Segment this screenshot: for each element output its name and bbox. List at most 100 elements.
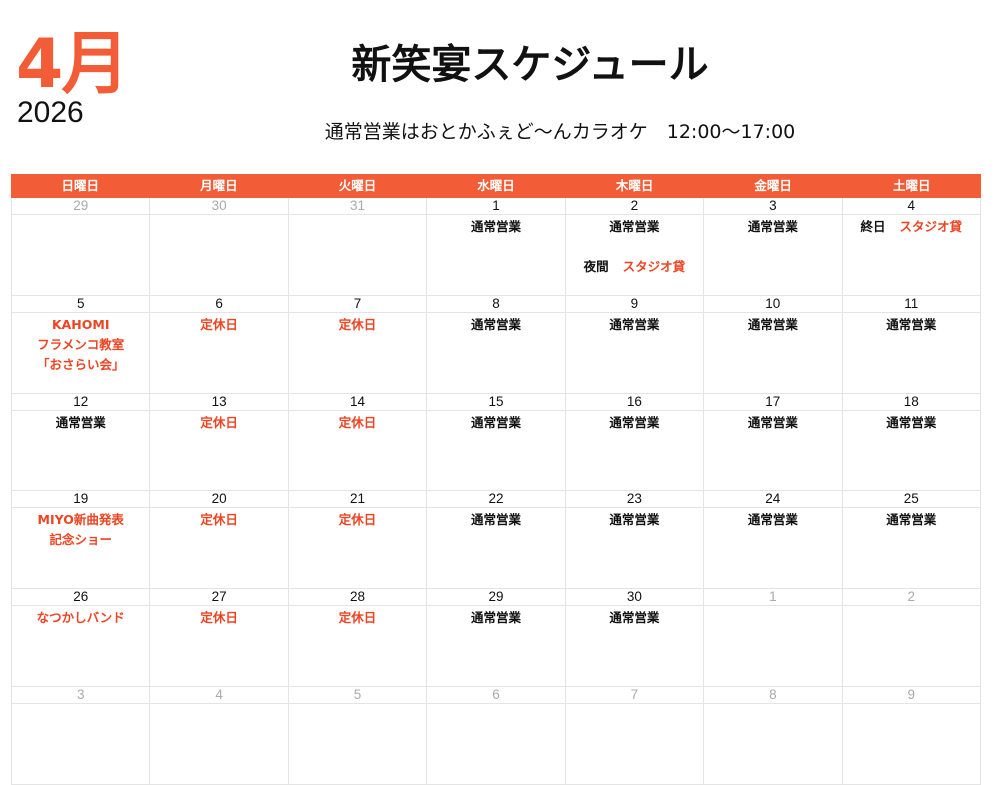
day-number: 28 — [288, 589, 427, 607]
day-events — [150, 704, 287, 706]
calendar-day-cell: 8 — [703, 686, 842, 785]
day-events: 定休日 — [289, 411, 426, 433]
day-number: 12 — [12, 394, 150, 411]
day-events: 定休日 — [289, 508, 426, 530]
day-number: 29 — [12, 198, 150, 215]
business-hours-note: 通常営業はおとかふぇど〜んカラオケ 12:00〜17:00 — [324, 121, 796, 143]
day-number: 25 — [842, 491, 980, 509]
calendar-day-cell: 24 通常営業 — [703, 491, 842, 590]
calendar-day-cell: 5 — [287, 686, 427, 785]
event-entry: フラメンコ教室 — [37, 336, 125, 352]
day-number: 21 — [288, 491, 427, 509]
day-events: 通常営業 — [566, 508, 703, 530]
day-events: 定休日 — [150, 606, 287, 628]
calendar-day-cell: 6 定休日 — [149, 295, 288, 394]
day-number: 23 — [565, 491, 704, 509]
calendar-day-cell: 2 — [841, 589, 981, 687]
calendar-day-cell: 1 — [703, 589, 842, 687]
calendar-week-row: 26 なつかしバンド 27 定休日 28 定休日 29 通常営業 30 通常営業 1 2 — [11, 589, 981, 687]
calendar-day-cell: 10 通常営業 — [703, 295, 842, 394]
calendar-day-cell: 12 通常営業 — [11, 393, 150, 492]
day-number: 31 — [288, 198, 427, 215]
event-entry: 通常営業 — [470, 414, 521, 430]
event-entry: 通常営業 — [609, 610, 660, 626]
day-events: 通常営業 夜間 スタジオ貸 — [566, 215, 703, 277]
calendar-day-cell: 6 — [426, 686, 565, 785]
calendar-day-cell: 5 KAHOMI フラメンコ教室 「おさらい会」 — [11, 295, 150, 394]
day-events: 通常営業 — [843, 508, 980, 530]
day-number: 8 — [427, 296, 565, 313]
calendar-day-cell: 30 — [149, 198, 288, 296]
day-events: 通常営業 — [427, 215, 564, 237]
day-events: MIYO新曲発表 記念ショー — [12, 508, 149, 550]
calendar-week-row: 5 KAHOMI フラメンコ教室 「おさらい会」 6 定休日 7 定休日 8 通常営業 9 通常営業 1… — [11, 295, 981, 394]
calendar-day-cell: 22 通常営業 — [426, 491, 565, 590]
calendar-day-cell: 31 — [287, 198, 427, 296]
day-number: 11 — [842, 296, 980, 313]
day-number: 30 — [150, 198, 288, 215]
calendar-day-cell: 28 定休日 — [287, 589, 427, 687]
month-label: 4月 — [16, 25, 129, 104]
day-number: 8 — [704, 687, 842, 704]
day-number: 9 — [842, 687, 980, 704]
event-text: スタジオ貸 — [622, 259, 686, 274]
day-number: 5 — [12, 296, 150, 313]
weekday-friday: 金曜日 — [754, 178, 792, 193]
event-entry: 終日 スタジオ貸 — [843, 217, 980, 237]
calendar-day-cell: 11 通常営業 — [841, 295, 981, 394]
event-entry: 通常営業 — [55, 414, 106, 430]
calendar-week-row: 12 通常営業 13 定休日 14 定休日 15 通常営業 16 通常営業 17 通常営業 18 通常営業 — [11, 393, 981, 492]
calendar-day-cell: 21 定休日 — [287, 491, 427, 590]
event-entry: MIYO新曲発表 — [37, 512, 124, 528]
day-number: 1 — [704, 589, 842, 607]
event-entry: 通常営業 — [470, 610, 521, 626]
day-events — [289, 704, 426, 706]
event-entry: 定休日 — [338, 316, 377, 332]
weekday-wednesday: 水曜日 — [477, 178, 515, 193]
day-events: 通常営業 — [427, 508, 564, 530]
calendar-day-cell: 18 通常営業 — [841, 393, 981, 492]
event-entry: 通常営業 — [747, 414, 798, 430]
day-number: 3 — [12, 687, 150, 704]
calendar-day-cell: 26 なつかしバンド — [11, 589, 150, 687]
day-events — [427, 704, 564, 706]
calendar-day-cell: 9 — [841, 686, 981, 785]
event-time-label: 終日 — [860, 219, 886, 234]
event-text: スタジオ貸 — [899, 219, 962, 234]
weekday-header: 日曜日 月曜日 火曜日 水曜日 木曜日 金曜日 土曜日 — [11, 174, 981, 198]
event-entry: 通常営業 — [609, 414, 660, 430]
calendar-day-cell: 3 通常営業 — [703, 198, 842, 296]
calendar-day-cell: 14 定休日 — [287, 393, 427, 492]
day-events — [843, 704, 980, 706]
page-title: 新笑宴スケジュール — [351, 42, 709, 88]
calendar-day-cell: 30 通常営業 — [564, 589, 704, 687]
weekday-saturday: 土曜日 — [893, 178, 931, 193]
day-events — [566, 704, 703, 706]
day-events: KAHOMI フラメンコ教室 「おさらい会」 — [12, 313, 149, 375]
day-number: 4 — [842, 198, 980, 215]
day-events: 定休日 — [150, 313, 287, 335]
day-events — [843, 606, 980, 608]
day-events: 通常営業 — [704, 215, 841, 237]
day-number: 10 — [704, 296, 842, 313]
day-number: 26 — [12, 589, 150, 607]
calendar-day-cell: 17 通常営業 — [703, 393, 842, 492]
event-entry: KAHOMI — [51, 316, 110, 332]
day-number: 16 — [565, 394, 704, 411]
day-number: 29 — [427, 589, 565, 607]
day-events — [704, 606, 841, 608]
day-number: 18 — [842, 394, 980, 411]
calendar-day-cell: 29 — [11, 198, 150, 296]
event-entry: 通常営業 — [609, 316, 660, 332]
day-events: 定休日 — [150, 508, 287, 530]
event-time-label: 夜間 — [583, 259, 609, 274]
event-entry: 通常営業 — [886, 316, 937, 332]
event-entry: 通常営業 — [747, 316, 798, 332]
day-number: 14 — [288, 394, 427, 411]
day-events: 定休日 — [289, 606, 426, 628]
day-events: 通常営業 — [427, 313, 564, 335]
event-entry: 通常営業 — [747, 512, 798, 528]
weekday-monday: 月曜日 — [200, 178, 238, 193]
day-events: なつかしバンド — [12, 606, 149, 628]
event-entry: 通常営業 — [886, 512, 937, 528]
